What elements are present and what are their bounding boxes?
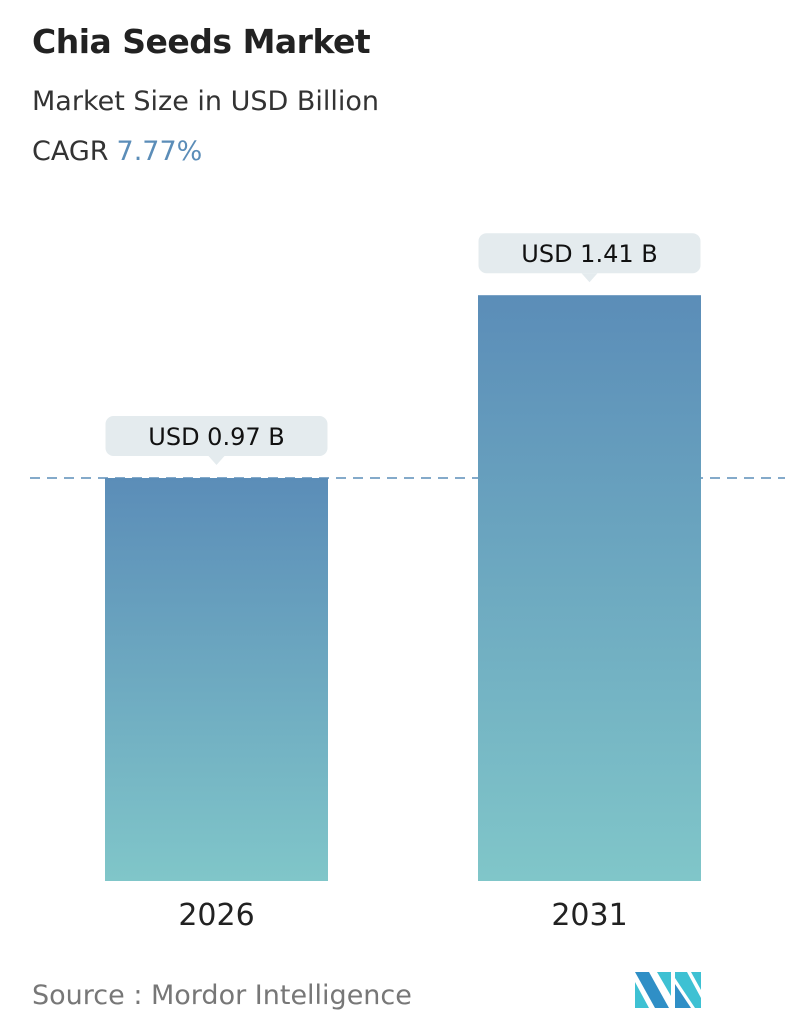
source-text: Source : Mordor Intelligence bbox=[32, 980, 412, 1011]
bar-chart: USD 0.97 B 2026 USD 1.41 B 2031 bbox=[30, 233, 785, 933]
x-tick-label-2031: 2031 bbox=[551, 898, 627, 933]
data-label-pointer-2026 bbox=[208, 456, 225, 465]
data-label-pointer-2031 bbox=[581, 273, 598, 283]
data-label-2031: USD 1.41 B bbox=[521, 240, 657, 268]
data-label-2026: USD 0.97 B bbox=[148, 423, 284, 451]
bar-2031 bbox=[478, 295, 701, 881]
cagr-label: CAGR bbox=[32, 136, 109, 167]
cagr: CAGR 7.77% bbox=[32, 136, 202, 167]
bar-2026 bbox=[105, 478, 328, 881]
chart-title: Chia Seeds Market bbox=[32, 22, 371, 61]
data-label-bg-2026 bbox=[105, 416, 328, 456]
data-label-bg-2031 bbox=[478, 233, 701, 274]
mordor-intelligence-logo-icon bbox=[635, 972, 701, 1008]
cagr-value: 7.77% bbox=[116, 136, 203, 167]
chart-subtitle: Market Size in USD Billion bbox=[32, 86, 380, 117]
x-tick-label-2026: 2026 bbox=[178, 898, 254, 933]
